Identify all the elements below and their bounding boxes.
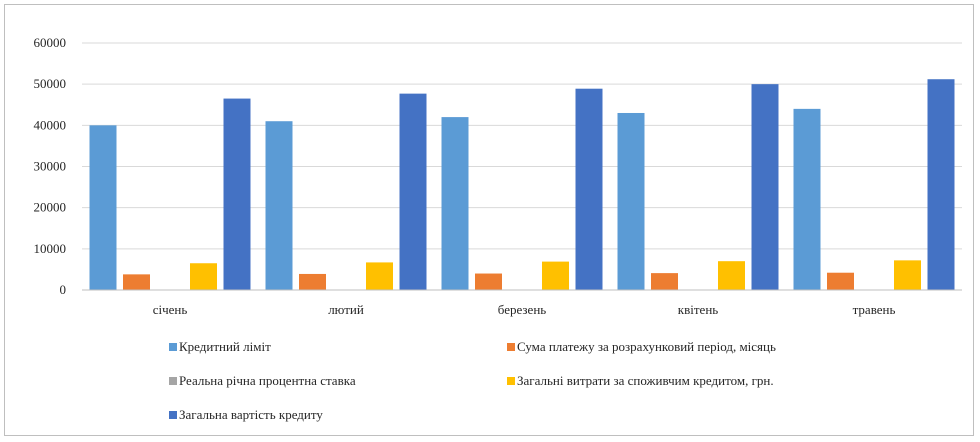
y-tick-label: 10000 [34, 241, 67, 256]
bar [441, 117, 469, 290]
bar [827, 272, 854, 290]
bar [751, 84, 779, 291]
bar [123, 274, 150, 290]
y-tick-label: 0 [60, 282, 67, 297]
x-tick-label: травень [853, 302, 896, 317]
legend-label: Загальні витрати за споживчим кредитом, … [517, 373, 774, 388]
x-tick-label: квітень [678, 302, 718, 317]
legend-label: Сума платежу за розрахунковий період, мі… [517, 339, 776, 354]
bar [542, 261, 569, 290]
bar [265, 121, 293, 290]
bar [299, 273, 326, 290]
y-tick-label: 30000 [34, 159, 67, 174]
y-tick-label: 40000 [34, 117, 67, 132]
x-tick-label: січень [153, 302, 188, 317]
bar [575, 88, 603, 290]
bar [475, 273, 502, 290]
bar [366, 262, 393, 290]
legend-swatch [507, 377, 515, 385]
bar [793, 108, 821, 290]
bar [718, 261, 745, 290]
legend-label: Реальна річна процентна ставка [179, 373, 356, 388]
legend-swatch [169, 343, 177, 351]
bar [617, 112, 645, 290]
legend-swatch [169, 377, 177, 385]
x-tick-label: березень [498, 302, 547, 317]
y-tick-label: 20000 [34, 200, 67, 215]
bar [89, 125, 117, 290]
bar [894, 260, 921, 290]
bar [223, 98, 251, 290]
legend-label: Загальна вартість кредиту [179, 407, 323, 422]
bar [190, 263, 217, 290]
bar [399, 93, 427, 290]
bar [927, 79, 955, 290]
y-tick-label: 50000 [34, 76, 67, 91]
legend-swatch [169, 411, 177, 419]
y-tick-label: 60000 [34, 35, 67, 50]
legend-swatch [507, 343, 515, 351]
legend-label: Кредитний ліміт [179, 339, 271, 354]
x-tick-label: лютий [328, 302, 364, 317]
bar [651, 273, 678, 290]
